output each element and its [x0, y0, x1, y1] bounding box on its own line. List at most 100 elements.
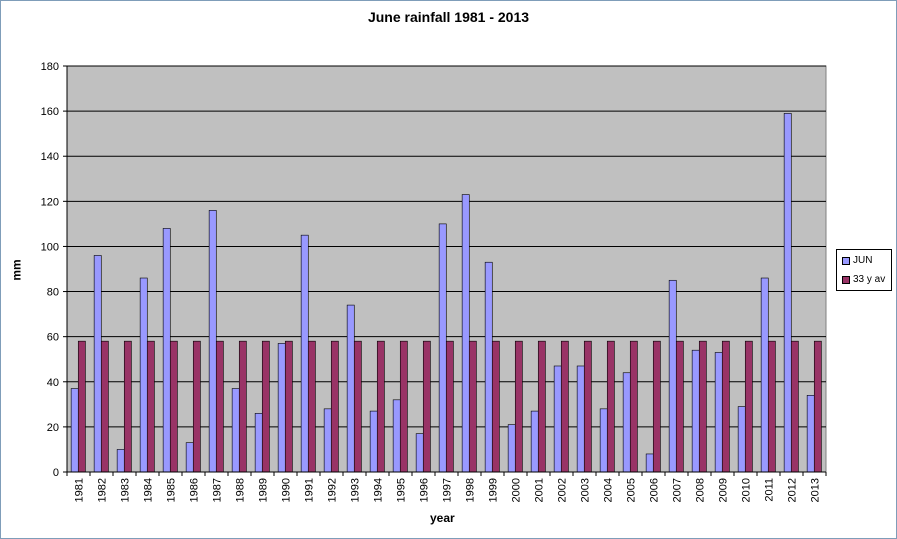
bar-jun [346, 304, 355, 473]
bar-jun [415, 433, 424, 473]
bar-jun [737, 406, 746, 473]
y-tick-label: 20 [47, 422, 59, 434]
x-axis-label: year [430, 511, 455, 525]
bar-average [675, 340, 684, 473]
bar-average [514, 340, 523, 473]
bar-jun [277, 343, 286, 473]
bar-jun [369, 410, 378, 473]
x-tick-label: 1986 [189, 478, 201, 502]
bar-jun [392, 399, 401, 473]
x-tick-label: 1997 [442, 478, 454, 502]
bar-average [146, 340, 155, 473]
x-tick-label: 2013 [810, 478, 822, 502]
y-tick-label: 140 [41, 151, 59, 163]
bar-jun [93, 255, 102, 473]
bar-average [468, 340, 477, 473]
bar-average [192, 340, 201, 473]
bar-jun [231, 388, 240, 473]
bar-average [790, 340, 799, 473]
bar-average [169, 340, 178, 473]
legend-item-jun: JUN [842, 255, 872, 266]
x-tick-label: 2010 [741, 478, 753, 502]
x-tick-label: 2000 [511, 478, 523, 502]
bar-jun [323, 408, 332, 473]
bar-jun [599, 408, 608, 473]
bar-average [445, 340, 454, 473]
x-tick-label: 1989 [258, 478, 270, 502]
x-tick-label: 2005 [626, 478, 638, 502]
legend-swatch-jun [842, 256, 850, 265]
bar-average [491, 340, 500, 473]
bar-average [284, 340, 293, 473]
y-tick-label: 180 [41, 61, 59, 73]
bar-average [422, 340, 431, 473]
x-tick-label: 2012 [787, 478, 799, 502]
bar-jun [70, 388, 79, 473]
x-tick-label: 1992 [327, 478, 339, 502]
bar-average [261, 340, 270, 473]
bar-jun [438, 223, 447, 473]
bar-average [238, 340, 247, 473]
legend-label-jun: JUN [853, 255, 873, 266]
x-tick-label: 2008 [695, 478, 707, 502]
bar-average [813, 340, 822, 473]
bar-jun [139, 277, 148, 473]
x-tick-label: 1982 [97, 478, 109, 502]
legend-swatch-average [842, 275, 850, 284]
x-tick-label: 1998 [465, 478, 477, 502]
bar-average [767, 340, 776, 473]
x-tick-label: 2007 [672, 478, 684, 502]
x-tick-label: 1991 [304, 478, 316, 502]
x-tick-label: 1981 [74, 478, 86, 502]
legend-item-average: 33 y av [842, 274, 885, 285]
bar-average [652, 340, 661, 473]
x-tick-label: 2011 [764, 478, 776, 502]
bar-jun [484, 261, 493, 473]
bar-jun [300, 234, 309, 473]
x-tick-label: 2004 [603, 478, 615, 502]
x-tick-label: 1995 [396, 478, 408, 502]
bar-average [629, 340, 638, 473]
x-tick-label: 2002 [557, 478, 569, 502]
bar-jun [714, 352, 723, 473]
bar-jun [208, 210, 217, 473]
y-tick-label: 60 [47, 332, 59, 344]
bar-average [123, 340, 132, 473]
bar-average [307, 340, 316, 473]
bar-average [353, 340, 362, 473]
bar-average [560, 340, 569, 473]
bar-jun [760, 277, 769, 473]
y-tick-label: 40 [47, 377, 59, 389]
y-tick-label: 160 [41, 106, 59, 118]
bar-jun [622, 372, 631, 473]
x-tick-label: 2009 [718, 478, 730, 502]
x-tick-label: 1990 [281, 478, 293, 502]
x-tick-label: 1984 [143, 478, 155, 502]
bar-jun [507, 424, 516, 473]
bar-jun [185, 442, 194, 473]
x-tick-label: 1999 [488, 478, 500, 502]
bar-jun [162, 228, 171, 473]
x-tick-label: 2001 [534, 478, 546, 502]
bar-jun [668, 279, 677, 473]
bar-jun [576, 365, 585, 473]
bar-average [537, 340, 546, 473]
y-tick-label: 0 [53, 467, 59, 479]
bar-average [721, 340, 730, 473]
x-tick-label: 2006 [649, 478, 661, 502]
x-tick-label: 1983 [120, 478, 132, 502]
bar-average [100, 340, 109, 473]
x-tick-label: 1993 [350, 478, 362, 502]
bar-average [77, 340, 86, 473]
bar-jun [783, 113, 792, 473]
bar-jun [645, 453, 654, 473]
x-tick-label: 1985 [166, 478, 178, 502]
bar-average [698, 340, 707, 473]
x-tick-label: 1996 [419, 478, 431, 502]
legend: JUN 33 y av [836, 249, 892, 291]
bar-jun [116, 449, 125, 473]
bar-jun [806, 395, 815, 473]
bar-jun [553, 365, 562, 473]
bar-jun [530, 410, 539, 473]
